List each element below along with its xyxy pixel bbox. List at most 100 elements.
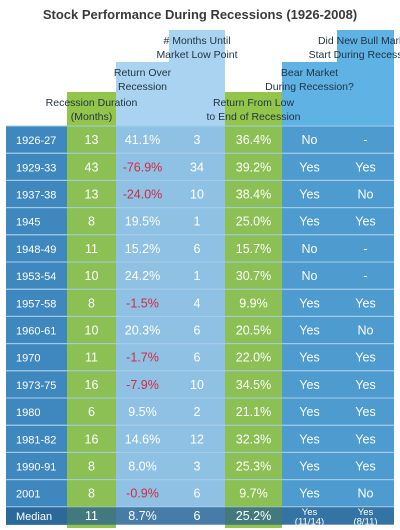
chart-title: Stock Performance During Recessions (192…	[43, 7, 357, 22]
table-cell-period: 1948-49	[16, 244, 56, 256]
table-cell-bear: Yes	[299, 378, 319, 392]
table-cell-return-from-low: 20.5%	[236, 324, 271, 338]
header-label-3-line-1: # Months Until	[163, 35, 230, 47]
table-cell-return: 9.5%	[128, 405, 157, 419]
median-return-from-low: 25.2%	[236, 509, 271, 523]
table-cell-duration: 13	[85, 133, 99, 147]
table-cell-duration: 6	[88, 405, 95, 419]
header-label-4-line-1: Return From Low	[213, 97, 295, 109]
header-label-5-line-2: During Recession?	[265, 81, 354, 93]
table-cell-bear: Yes	[299, 351, 319, 365]
table-cell-bear: Yes	[299, 188, 319, 202]
table-cell-bull: -	[363, 133, 367, 147]
table-cell-months-to-low: 6	[194, 351, 201, 365]
table-cell-return-from-low: 25.3%	[236, 460, 271, 474]
table-cell-period: 1957-58	[16, 298, 56, 310]
table-cell-bull: Yes	[355, 215, 375, 229]
table-cell-period: 2001	[16, 489, 40, 501]
table-cell-bear: Yes	[299, 296, 319, 310]
table-cell-duration: 16	[85, 432, 99, 446]
table-cell-return: -76.9%	[123, 160, 163, 174]
table-cell-bull: Yes	[355, 432, 375, 446]
table-cell-return: -1.5%	[126, 296, 159, 310]
table-cell-return-from-low: 22.0%	[236, 351, 271, 365]
table-cell-return-from-low: 32.3%	[236, 432, 271, 446]
table-cell-period: 1937-38	[16, 190, 56, 202]
median-bear-line-1: Yes	[302, 507, 318, 518]
table-cell-months-to-low: 4	[194, 296, 201, 310]
table-cell-months-to-low: 34	[190, 160, 204, 174]
table-cell-return-from-low: 34.5%	[236, 378, 271, 392]
table-cell-bear: No	[302, 133, 318, 147]
table-cell-return: 19.5%	[125, 215, 160, 229]
header-label-1-line-2: (Months)	[71, 111, 112, 123]
table-cell-duration: 11	[85, 351, 98, 365]
table-cell-return: -7.9%	[126, 378, 159, 392]
table-cell-return: 20.3%	[125, 324, 160, 338]
table-cell-bull: No	[358, 324, 374, 338]
table-cell-bear: Yes	[299, 324, 319, 338]
table-cell-period: 1945	[16, 217, 40, 229]
table-cell-bear: Yes	[299, 405, 319, 419]
table-cell-period: 1929-33	[16, 162, 56, 174]
header-label-3-line-2: Market Low Point	[156, 49, 237, 61]
table-cell-months-to-low: 6	[194, 487, 201, 501]
table-cell-duration: 43	[85, 160, 99, 174]
table-cell-bull: -	[363, 242, 367, 256]
table-cell-return-from-low: 39.2%	[236, 160, 271, 174]
table-cell-return: 24.2%	[125, 269, 160, 283]
table-cell-bear: Yes	[299, 432, 319, 446]
table-cell-months-to-low: 10	[190, 188, 204, 202]
table-cell-bull: No	[358, 487, 374, 501]
table-cell-bear: No	[302, 269, 318, 283]
median-label: Median	[16, 511, 52, 523]
table-cell-duration: 10	[85, 269, 99, 283]
table-cell-period: 1970	[16, 353, 40, 365]
table-cell-return-from-low: 36.4%	[236, 133, 271, 147]
table-cell-bull: Yes	[355, 378, 375, 392]
table-cell-bear: Yes	[299, 215, 319, 229]
table-cell-period: 1973-75	[16, 380, 56, 392]
table-cell-months-to-low: 1	[194, 269, 201, 283]
table-cell-bull: No	[358, 188, 374, 202]
table-cell-months-to-low: 3	[194, 133, 201, 147]
table-cell-period: 1953-54	[16, 271, 56, 283]
table-cell-return: 8.0%	[128, 460, 157, 474]
median-duration: 11	[85, 509, 98, 523]
table-cell-months-to-low: 12	[190, 432, 204, 446]
header-label-1-line-1: Recession Duration	[46, 97, 138, 109]
table-cell-duration: 16	[85, 378, 99, 392]
median-bull-line-1: Yes	[358, 507, 374, 518]
table-cell-return-from-low: 9.7%	[239, 487, 268, 501]
table-cell-return: 14.6%	[125, 432, 160, 446]
table-cell-bull: Yes	[355, 405, 375, 419]
table-cell-period: 1980	[16, 407, 40, 419]
table-cell-months-to-low: 2	[194, 405, 201, 419]
table-cell-duration: 11	[85, 242, 98, 256]
table-cell-return-from-low: 25.0%	[236, 215, 271, 229]
median-bull-line-2: (8/11)	[353, 516, 377, 527]
table-cell-period: 1960-61	[16, 326, 56, 338]
table-cell-return-from-low: 15.7%	[236, 242, 271, 256]
header-label-4-line-2: to End of Recession	[207, 111, 301, 123]
table-cell-return-from-low: 30.7%	[236, 269, 271, 283]
table-cell-period: 1981-82	[16, 434, 56, 446]
table-cell-months-to-low: 6	[194, 324, 201, 338]
table-cell-months-to-low: 1	[194, 215, 201, 229]
header-label-2-line-2: Recession	[118, 81, 167, 93]
table-cell-duration: 8	[88, 215, 95, 229]
table-cell-duration: 10	[85, 324, 99, 338]
table-cell-duration: 8	[88, 487, 95, 501]
header-label-6-line-1: Did New Bull Market	[318, 35, 400, 47]
median-months-to-low: 6	[194, 509, 201, 523]
table-cell-months-to-low: 3	[194, 460, 201, 474]
median-row-band	[6, 506, 394, 525]
table-cell-return-from-low: 38.4%	[236, 188, 271, 202]
table-cell-duration: 8	[88, 460, 95, 474]
header-label-2-line-1: Return Over	[114, 67, 172, 79]
header-label-6-line-2: Start During Recession?	[309, 49, 400, 61]
header-label-5-line-1: Bear Market	[281, 67, 338, 79]
table-cell-months-to-low: 10	[190, 378, 204, 392]
table-cell-return: 15.2%	[125, 242, 160, 256]
table-cell-bear: No	[302, 242, 318, 256]
